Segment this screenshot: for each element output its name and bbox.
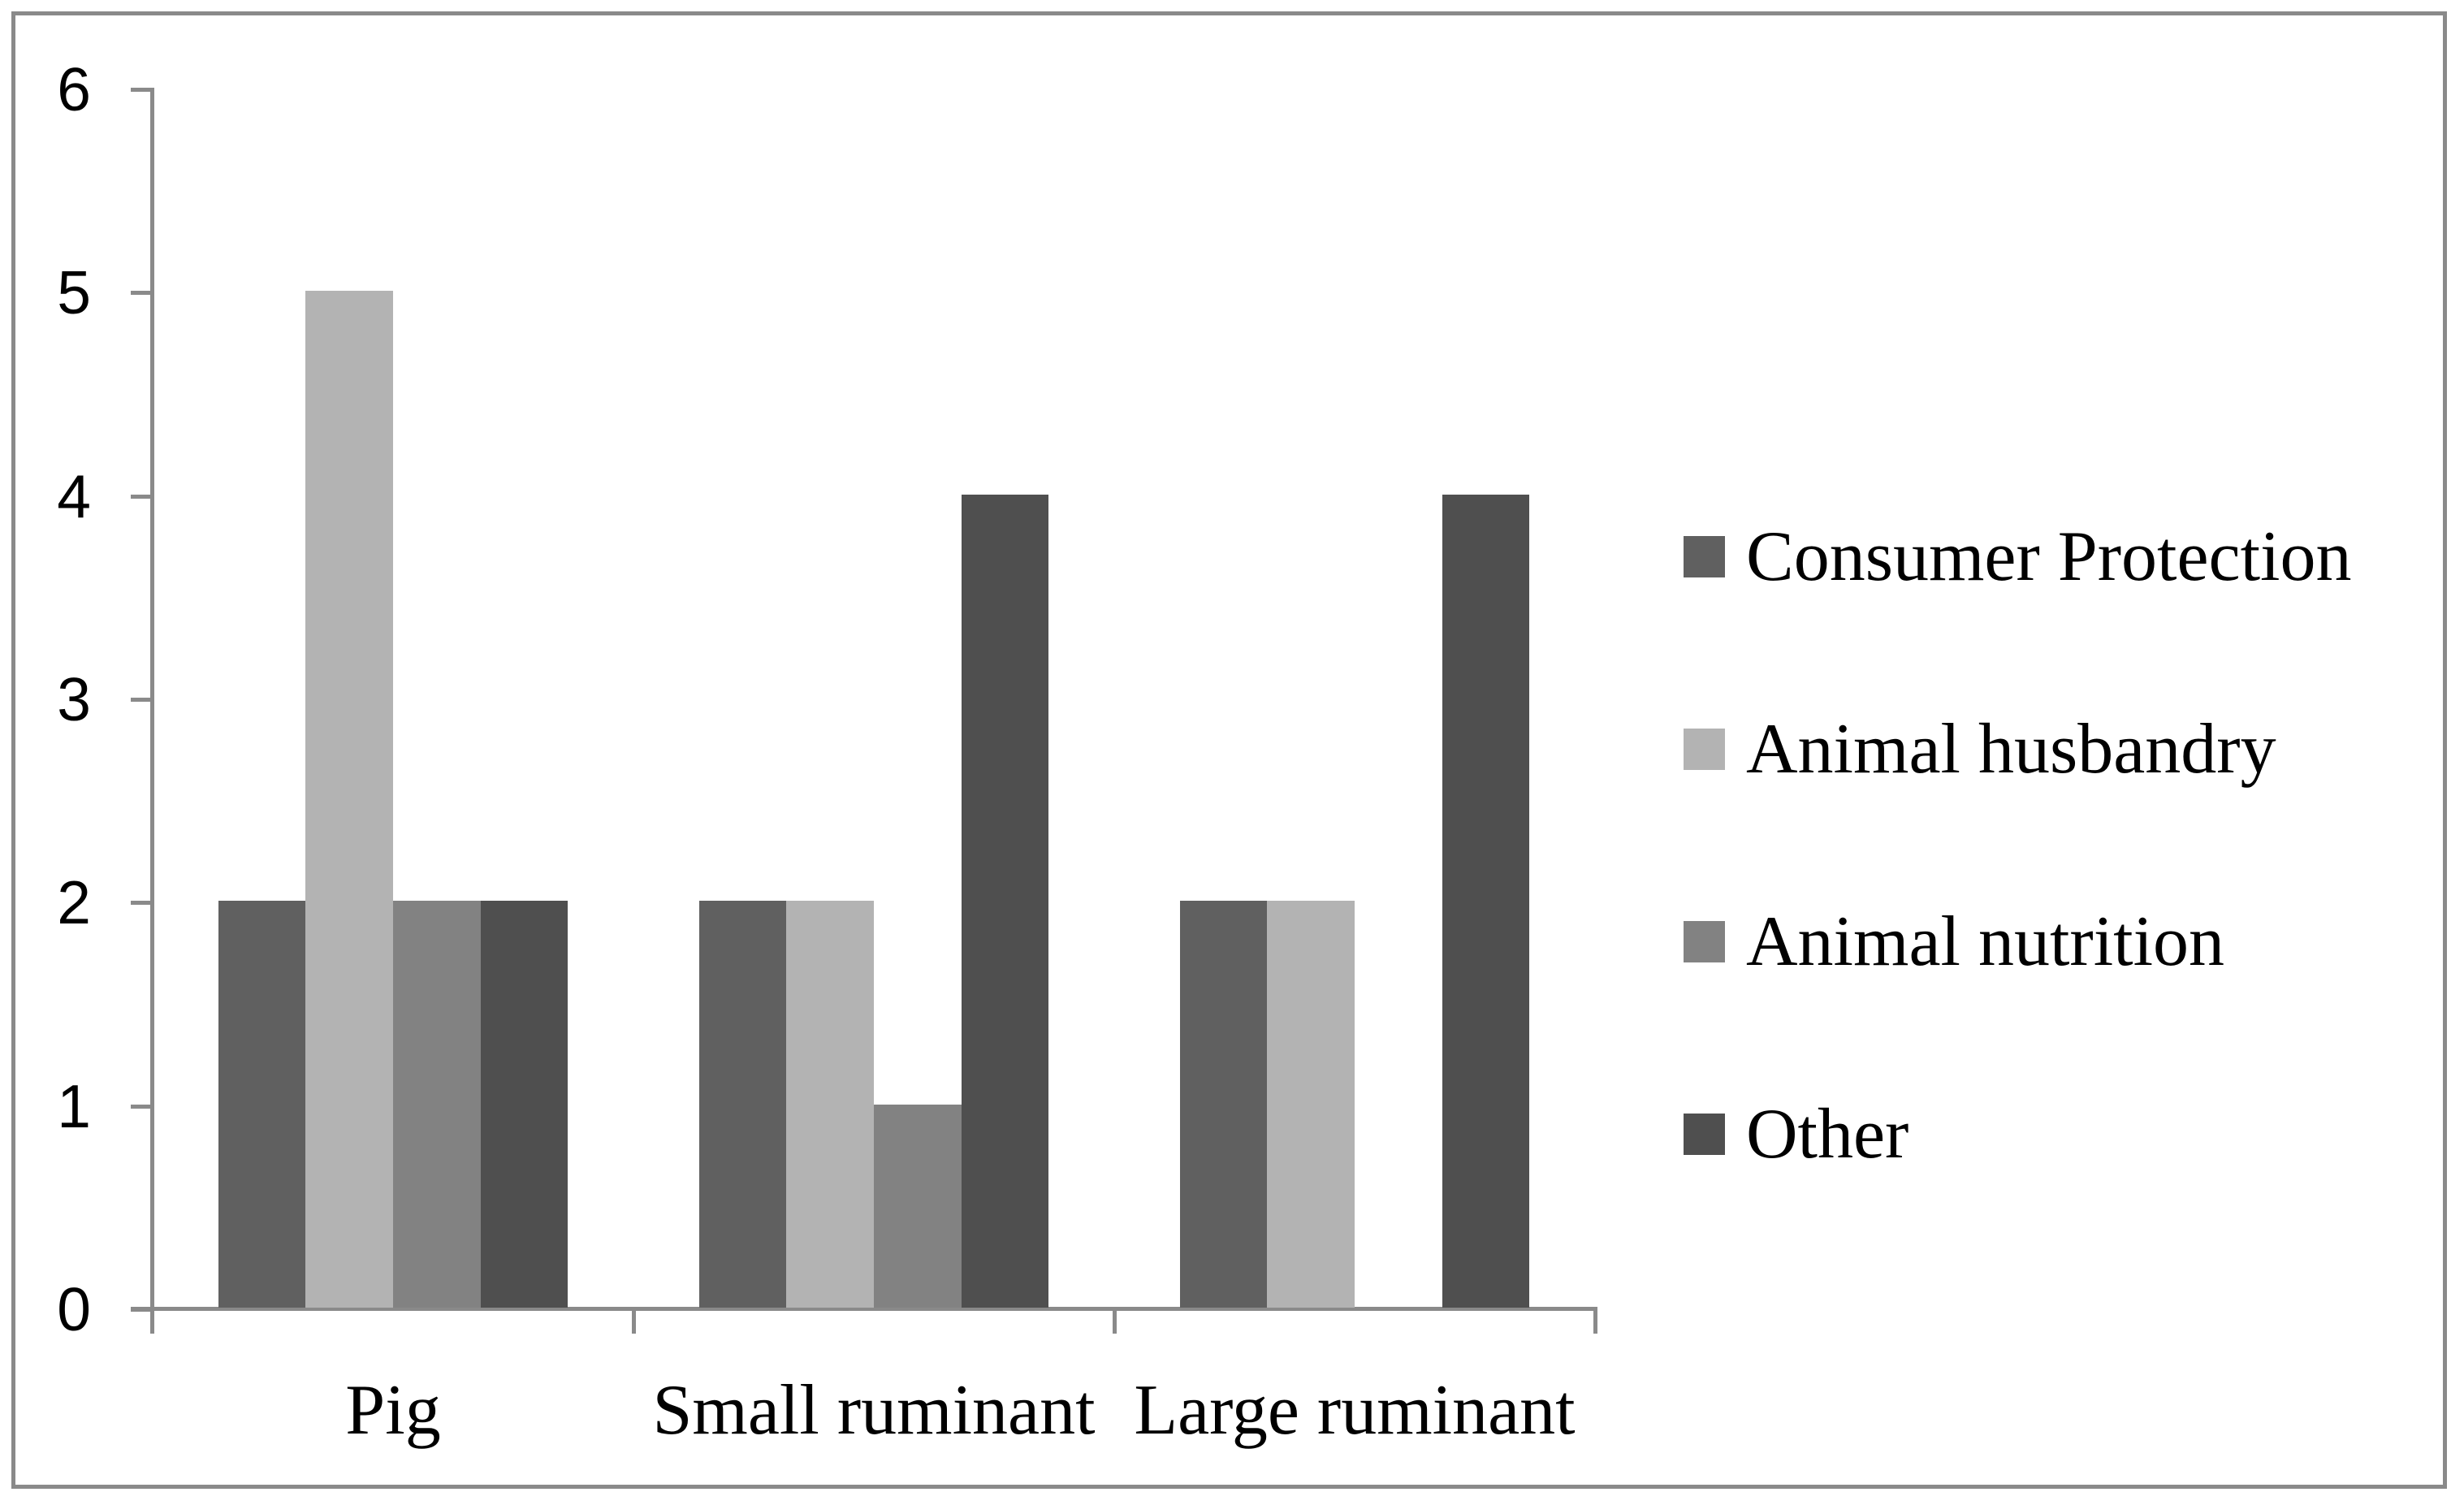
- legend-swatch-animal-husbandry: [1684, 729, 1725, 770]
- legend-item-animal-nutrition: Animal nutrition: [1684, 901, 2224, 983]
- legend: Consumer Protection Animal husbandry Ani…: [1684, 0, 2455, 1505]
- y-tick-mark: [131, 698, 152, 702]
- y-tick-mark: [131, 901, 152, 906]
- x-axis-labels: Pig Small ruminant Large ruminant: [153, 1366, 1595, 1472]
- bar-small-ruminant-animal-husbandry: [786, 901, 874, 1308]
- y-tick-label: 2: [57, 868, 91, 937]
- y-tick-mark: [131, 1308, 152, 1312]
- legend-label: Consumer Protection: [1746, 517, 2352, 596]
- bar-large-ruminant-other: [1442, 494, 1530, 1308]
- y-tick-label: 4: [57, 461, 91, 530]
- legend-item-consumer-protection: Consumer Protection: [1684, 516, 2351, 598]
- legend-swatch-animal-nutrition: [1684, 921, 1725, 962]
- legend-label: Animal husbandry: [1746, 710, 2276, 789]
- y-tick-label: 5: [57, 258, 91, 327]
- legend-label: Other: [1746, 1095, 1909, 1174]
- x-category-boundary-tick: [1113, 1309, 1117, 1334]
- bar-pig-other: [480, 901, 568, 1308]
- legend-swatch-consumer-protection: [1684, 536, 1725, 577]
- bar-small-ruminant-other: [961, 494, 1049, 1308]
- bar-pig-animal-nutrition: [393, 901, 481, 1308]
- y-tick-mark: [131, 291, 152, 296]
- y-axis-line: [150, 88, 154, 1334]
- y-tick-mark: [131, 1104, 152, 1109]
- x-category-boundary-tick: [632, 1309, 636, 1334]
- y-tick-label: 1: [57, 1071, 91, 1140]
- x-category-boundary-tick: [1593, 1309, 1597, 1334]
- y-tick-label: 6: [57, 55, 91, 123]
- bar-pig-animal-husbandry: [305, 291, 393, 1308]
- bar-pig-consumer-protection: [218, 901, 306, 1308]
- legend-item-animal-husbandry: Animal husbandry: [1684, 708, 2276, 790]
- figure-border: [11, 11, 2447, 1489]
- bar-large-ruminant-consumer-protection: [1179, 901, 1268, 1308]
- y-tick-label: 3: [57, 665, 91, 733]
- legend-label: Animal nutrition: [1746, 902, 2225, 981]
- y-tick-label: 0: [57, 1275, 91, 1343]
- bar-large-ruminant-animal-husbandry: [1267, 901, 1355, 1308]
- y-tick-mark: [131, 88, 152, 92]
- x-category-label-pig: Pig: [345, 1371, 441, 1450]
- legend-swatch-other: [1684, 1114, 1725, 1155]
- y-tick-mark: [131, 494, 152, 499]
- bar-small-ruminant-consumer-protection: [698, 901, 787, 1308]
- bar-small-ruminant-animal-nutrition: [874, 1104, 962, 1308]
- x-axis-line: [131, 1307, 1597, 1311]
- x-category-label-small-ruminant: Small ruminant: [652, 1371, 1096, 1450]
- legend-item-other: Other: [1684, 1093, 1909, 1175]
- x-category-label-large-ruminant: Large ruminant: [1134, 1371, 1576, 1450]
